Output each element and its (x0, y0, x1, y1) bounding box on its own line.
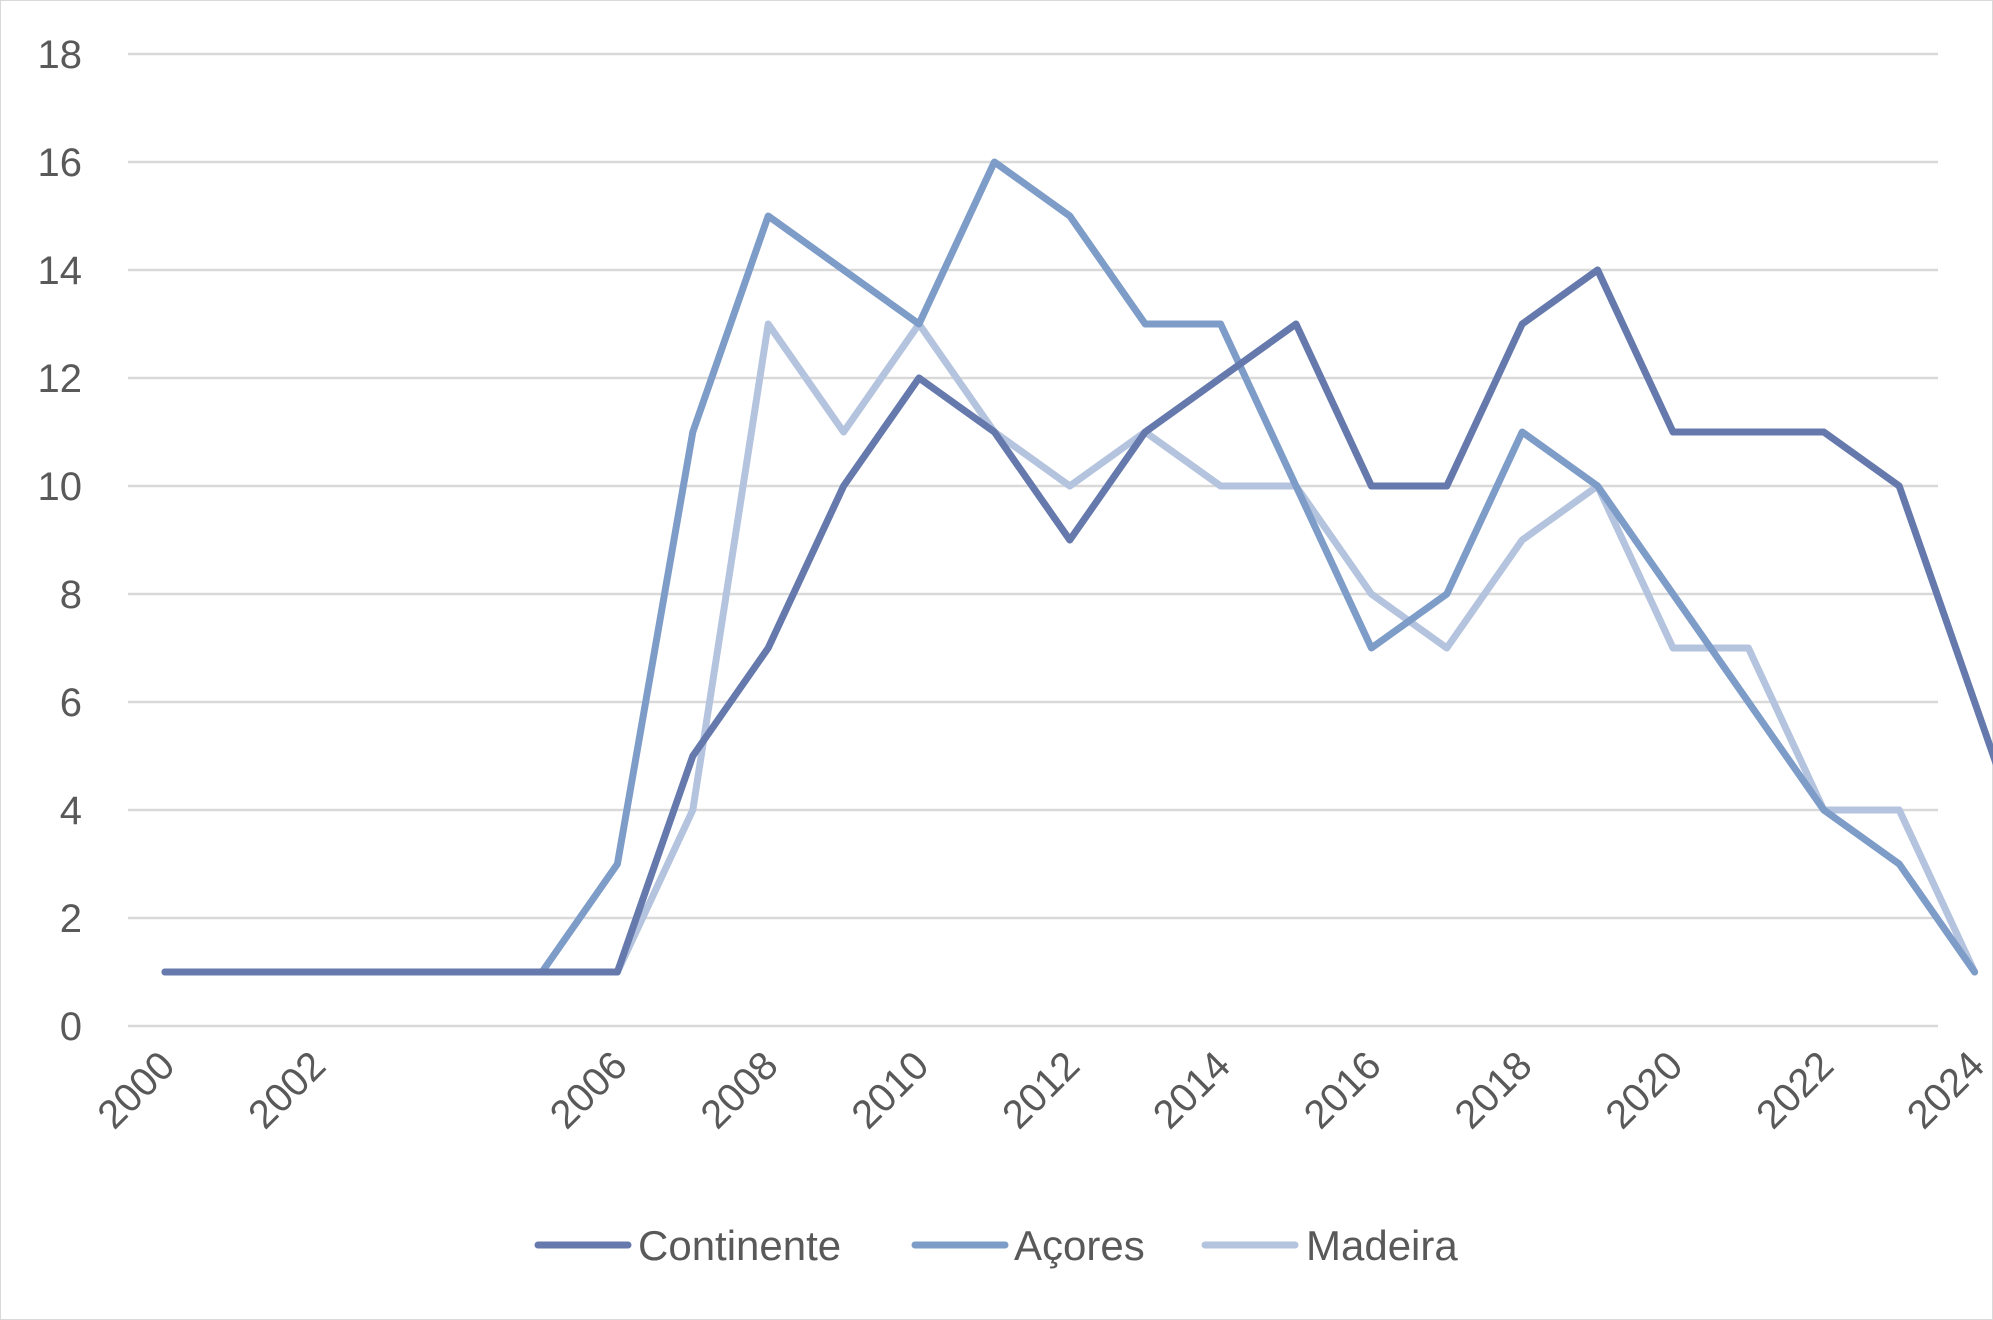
x-tick-label: 2002 (240, 1043, 334, 1137)
y-axis-ticks: 0 2 4 6 8 10 12 14 16 18 (38, 33, 83, 1049)
x-tick-label: 2010 (843, 1043, 937, 1137)
y-tick-label: 10 (38, 465, 83, 509)
x-tick-label: 2016 (1296, 1043, 1390, 1137)
gridlines (128, 52, 1938, 1028)
x-axis-ticks: 2000 2002 2006 2008 2010 2012 2014 2016 2018 2020… (89, 1043, 1993, 1137)
y-tick-label: 14 (38, 249, 83, 293)
x-tick-label: 2024 (1899, 1043, 1993, 1137)
legend-item-madeira: Madeira (1201, 1222, 1458, 1269)
y-tick-label: 18 (38, 33, 83, 77)
x-tick-label: 2000 (89, 1043, 183, 1137)
legend-item-açores: Açores (911, 1222, 1145, 1269)
y-tick-label: 12 (38, 357, 83, 401)
x-tick-label: 2018 (1447, 1043, 1541, 1137)
series-lines (161, 158, 1993, 976)
legend-item-continente: Continente (534, 1222, 841, 1269)
y-tick-label: 0 (60, 1005, 82, 1049)
x-tick-label: 2022 (1748, 1043, 1842, 1137)
series-line-açores (161, 158, 1979, 976)
x-tick-label: 2008 (693, 1043, 787, 1137)
x-tick-label: 2012 (994, 1043, 1088, 1137)
x-tick-label: 2020 (1597, 1043, 1691, 1137)
legend-label: Madeira (1306, 1222, 1458, 1269)
legend: Continente Açores Madeira (534, 1222, 1458, 1269)
y-tick-label: 8 (60, 573, 82, 617)
series-line-madeira (161, 320, 1979, 976)
y-tick-label: 6 (60, 681, 82, 725)
y-tick-label: 2 (60, 897, 82, 941)
y-tick-label: 16 (38, 141, 83, 185)
legend-label: Continente (638, 1222, 841, 1269)
x-tick-label: 2014 (1145, 1043, 1239, 1137)
y-tick-label: 4 (60, 789, 82, 833)
series-line-continente (161, 266, 1993, 976)
x-tick-label: 2006 (542, 1043, 636, 1137)
legend-label: Açores (1014, 1222, 1145, 1269)
